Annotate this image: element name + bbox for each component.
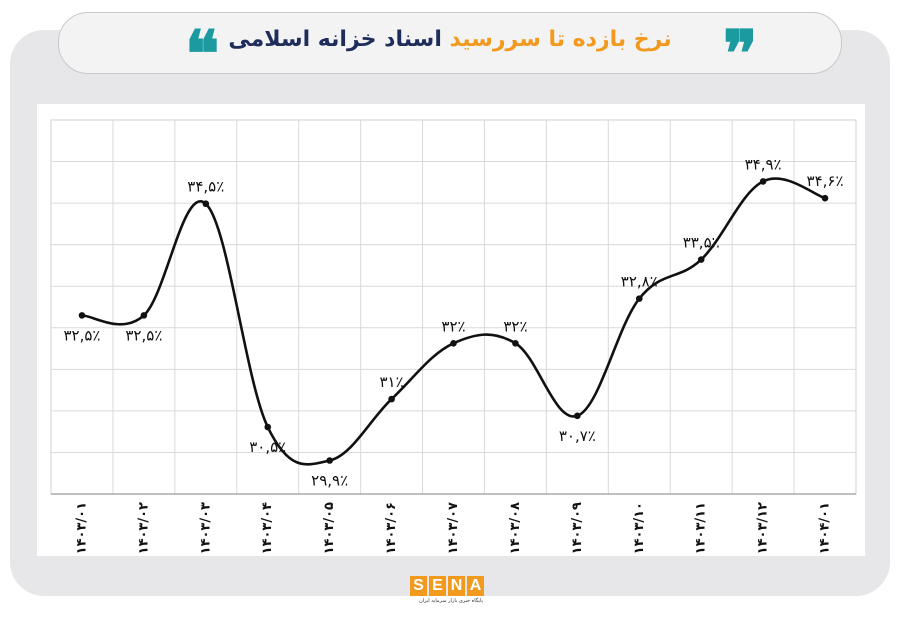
data-label: ۳۰,۷٪ bbox=[559, 427, 596, 445]
x-tick-label: ۱۴۰۳/۰۶ bbox=[384, 502, 399, 554]
data-point bbox=[635, 295, 643, 302]
x-tick-label: ۱۴۰۳/۰۲ bbox=[136, 502, 151, 554]
x-tick-label: ۱۴۰۳/۰۳ bbox=[198, 502, 213, 554]
logo-letter: N bbox=[448, 576, 465, 596]
data-label: ۳۲٪ bbox=[503, 317, 527, 335]
data-label: ۳۲,۵٪ bbox=[125, 326, 162, 344]
logo-tagline: پایگاه خبری بازار سرمایه ایران bbox=[419, 598, 483, 604]
x-tick-label: ۱۴۰۴/۰۱ bbox=[818, 502, 833, 554]
logo-letter: S bbox=[410, 576, 427, 596]
data-point bbox=[759, 178, 767, 185]
data-label: ۳۳,۵٪ bbox=[683, 234, 720, 252]
data-point bbox=[140, 312, 148, 319]
data-label: ۳۴,۶٪ bbox=[807, 172, 844, 190]
data-label: ۳۴,۵٪ bbox=[187, 178, 224, 196]
plot-area bbox=[50, 119, 857, 495]
data-point bbox=[388, 395, 395, 403]
data-point bbox=[574, 412, 581, 420]
data-point bbox=[512, 339, 519, 347]
logo-letters: S E N A bbox=[410, 576, 492, 596]
x-tick-label: ۱۴۰۳/۰۵ bbox=[322, 502, 337, 554]
plot-panel: ۳۲,۵٪ ۳۲,۵٪ ۳۴,۵٪ ۳۰,۵٪ ۲۹,۹٪ ۳۱٪ ۳۲٪ ۳۲٪ ۳۰,۷٪ ۳… bbox=[37, 104, 865, 556]
data-point bbox=[264, 423, 272, 431]
x-tick-label: ۱۴۰۳/۰۹ bbox=[570, 502, 585, 554]
data-point bbox=[697, 256, 705, 263]
x-tick-label: ۱۴۰۳/۰۱ bbox=[74, 502, 89, 554]
x-tick-label: ۱۴۰۳/۱۲ bbox=[756, 502, 771, 554]
data-point bbox=[821, 194, 829, 202]
x-tick-label: ۱۴۰۳/۰۷ bbox=[446, 502, 461, 554]
logo-letter: E bbox=[429, 576, 446, 596]
data-point bbox=[202, 200, 210, 208]
logo-letter: A bbox=[467, 576, 484, 596]
quote-open-icon: ❝ bbox=[185, 17, 220, 92]
line-chart: ۳۲,۵٪ ۳۲,۵٪ ۳۴,۵٪ ۳۰,۵٪ ۲۹,۹٪ ۳۱٪ ۳۲٪ ۳۲٪ ۳۰,۷٪ ۳… bbox=[50, 119, 857, 554]
x-tick-label: ۱۴۰۳/۱۱ bbox=[694, 502, 709, 554]
sena-logo: S E N A پایگاه خبری بازار سرمایه ایران bbox=[410, 576, 492, 612]
data-label: ۲۹,۹٪ bbox=[311, 472, 348, 490]
data-point bbox=[78, 312, 86, 319]
data-label: ۳۲٪ bbox=[441, 317, 465, 335]
quote-close-icon: ❞ bbox=[723, 17, 758, 92]
title-banner: ❝ نرخ بازده تا سررسید اسناد خزانه اسلامی… bbox=[58, 12, 842, 87]
x-tick-label: ۱۴۰۳/۰۸ bbox=[508, 502, 523, 554]
data-label: ۳۰,۵٪ bbox=[249, 438, 286, 456]
data-label: ۳۲,۵٪ bbox=[63, 326, 100, 344]
data-point bbox=[326, 457, 333, 464]
data-label: ۳۲,۸٪ bbox=[621, 273, 658, 291]
data-point bbox=[450, 339, 457, 347]
title-rest: اسناد خزانه اسلامی bbox=[228, 27, 450, 52]
x-tick-label: ۱۴۰۳/۰۴ bbox=[260, 502, 275, 554]
chart-title: نرخ بازده تا سررسید اسناد خزانه اسلامی bbox=[59, 27, 841, 52]
data-label: ۳۴,۹٪ bbox=[745, 155, 782, 173]
title-highlight: نرخ بازده تا سررسید bbox=[449, 27, 672, 52]
x-tick-label: ۱۴۰۳/۱۰ bbox=[632, 502, 647, 554]
data-label: ۳۱٪ bbox=[379, 373, 403, 391]
